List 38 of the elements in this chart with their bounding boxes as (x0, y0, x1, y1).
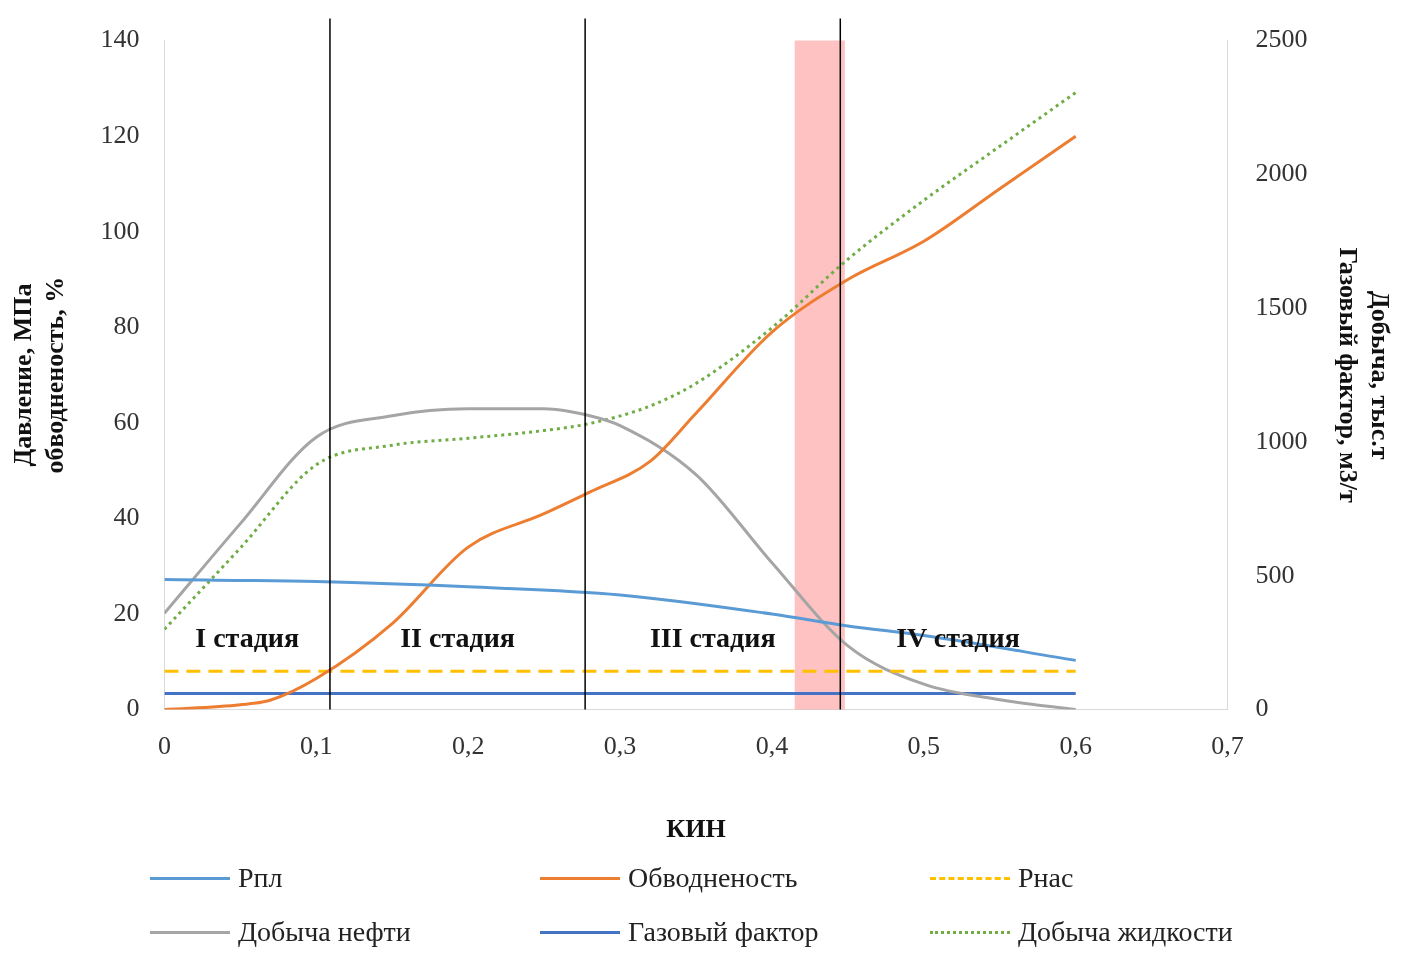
x-tick-label: 0,1 (300, 731, 333, 761)
line-series (164, 407, 1078, 710)
y2-tick-label: 2000 (1255, 158, 1308, 188)
line-series (164, 91, 1078, 631)
annotation: I стадия (195, 621, 300, 653)
legend-label: Рнас (1018, 862, 1074, 894)
y-tick-label: 120 (100, 120, 140, 149)
annotation: III стадия (649, 621, 776, 653)
y2-tick-label: 500 (1255, 559, 1295, 589)
y2-tick-label: 2500 (1255, 24, 1308, 54)
y-tick-label: 80 (113, 311, 140, 341)
legend-label: Добыча жидкости (1018, 916, 1233, 948)
y-tick-label: 100 (100, 215, 140, 245)
y2-axis-title: Добыча, тыс.т Газовый фактор, м3/т (1334, 247, 1395, 503)
x-tick-label: 0,4 (755, 731, 789, 761)
x-tick-label: 0,5 (907, 731, 941, 761)
legend-label: Газовый фактор (628, 916, 819, 948)
line-series (164, 578, 1078, 662)
legend-label: Обводненость (628, 862, 798, 894)
x-tick-label: 0 (157, 731, 171, 761)
x-tick-label: 0,2 (451, 731, 485, 761)
x-tick-label: 0,3 (603, 731, 637, 761)
x-tick-label: 0,7 (1211, 731, 1244, 761)
x-tick-label: 0,6 (1059, 731, 1092, 761)
y2-tick-label: 0 (1255, 693, 1269, 723)
line-series (164, 134, 1078, 710)
y-tick-label: 20 (113, 597, 140, 627)
y2-tick-label: 1000 (1255, 425, 1308, 455)
y-tick-label: 60 (113, 406, 140, 436)
y-tick-label: 0 (126, 693, 140, 723)
y2-tick-label: 1500 (1255, 292, 1308, 322)
legend-label: Добыча нефти (238, 916, 411, 948)
legend-label: Рпл (238, 862, 283, 894)
x-axis-title: КИН (666, 814, 726, 844)
y-tick-label: 40 (113, 502, 140, 532)
annotation: II стадия (400, 621, 515, 653)
y-axis-title: Давление, МПа обводненость, % (8, 276, 69, 474)
y-tick-label: 140 (100, 24, 140, 54)
